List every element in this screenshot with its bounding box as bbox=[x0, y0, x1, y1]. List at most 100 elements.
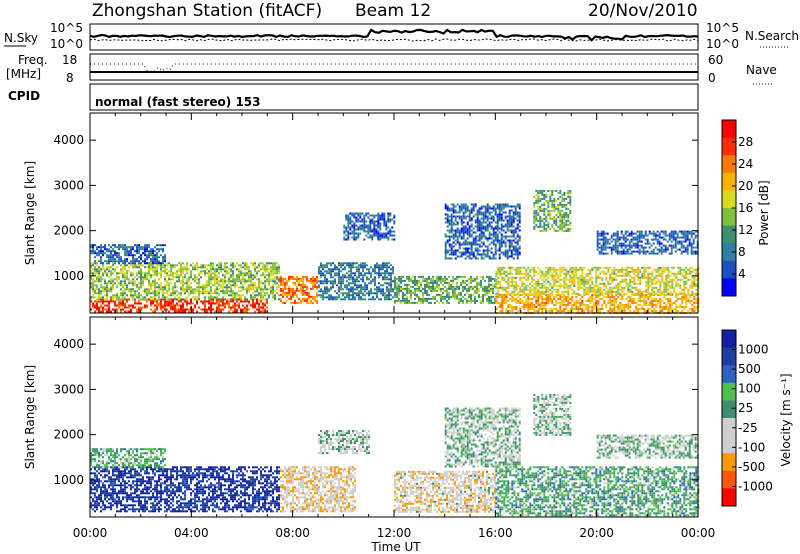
heatmap-cell bbox=[242, 272, 244, 275]
heatmap-cell bbox=[100, 252, 102, 255]
heatmap-cell bbox=[296, 287, 298, 290]
heatmap-cell bbox=[362, 264, 364, 267]
heatmap-cell bbox=[370, 274, 372, 277]
heatmap-cell bbox=[150, 252, 152, 255]
heatmap-cell bbox=[599, 272, 602, 275]
heatmap-cell bbox=[464, 253, 467, 256]
heatmap-cell bbox=[452, 249, 455, 252]
heatmap-cell bbox=[393, 222, 396, 225]
heatmap-cell bbox=[174, 306, 176, 309]
heatmap-cell bbox=[234, 306, 236, 309]
heatmap-cell bbox=[501, 266, 504, 269]
heatmap-cell bbox=[196, 290, 198, 293]
heatmap-cell bbox=[302, 297, 304, 300]
heatmap-cell bbox=[158, 286, 160, 289]
heatmap-cell bbox=[619, 306, 622, 308]
heatmap-cell bbox=[246, 268, 248, 271]
heatmap-cell bbox=[518, 247, 521, 250]
heatmap-cell bbox=[617, 304, 620, 306]
heatmap-cell bbox=[126, 288, 128, 291]
heatmap-cell bbox=[162, 266, 164, 269]
heatmap-cell bbox=[391, 234, 394, 237]
heatmap-cell bbox=[625, 274, 628, 277]
heatmap-cell bbox=[182, 282, 184, 285]
heatmap-cell bbox=[440, 289, 442, 292]
heatmap-cell bbox=[464, 209, 467, 212]
heatmap-cell bbox=[488, 205, 491, 208]
heatmap-cell bbox=[617, 288, 620, 291]
heatmap-cell bbox=[122, 292, 124, 295]
heatmap-cell bbox=[470, 235, 473, 238]
heatmap-cell bbox=[232, 290, 234, 293]
heatmap-cell bbox=[351, 232, 354, 235]
heatmap-cell bbox=[681, 306, 684, 308]
heatmap-cell bbox=[565, 296, 568, 298]
heatmap-cell bbox=[390, 264, 392, 267]
heatmap-cell bbox=[100, 290, 102, 293]
heatmap-cell bbox=[458, 293, 460, 296]
heatmap-cell bbox=[140, 264, 142, 267]
heatmap-cell bbox=[470, 251, 473, 254]
heatmap-cell bbox=[615, 310, 618, 312]
heatmap-cell bbox=[355, 228, 358, 231]
heatmap-cell bbox=[545, 278, 548, 281]
heatmap-cell bbox=[488, 211, 491, 214]
heatmap-cell bbox=[484, 245, 487, 248]
heatmap-cell bbox=[98, 266, 100, 269]
heatmap-cell bbox=[458, 299, 460, 302]
heatmap-cell bbox=[416, 301, 418, 304]
heatmap-cell bbox=[563, 304, 566, 306]
heatmap-cell bbox=[581, 268, 584, 271]
heatmap-cell bbox=[184, 300, 186, 303]
heatmap-cell bbox=[454, 219, 457, 222]
heatmap-cell bbox=[230, 300, 232, 303]
heatmap-cell bbox=[192, 296, 194, 299]
heatmap-cell bbox=[156, 244, 158, 247]
heatmap-cell bbox=[320, 276, 322, 279]
heatmap-cell bbox=[539, 292, 542, 295]
heatmap-cell bbox=[332, 276, 334, 279]
heatmap-cell bbox=[244, 288, 246, 291]
heatmap-cell bbox=[100, 270, 102, 273]
heatmap-cell bbox=[342, 276, 344, 279]
heatmap-cell bbox=[353, 224, 356, 227]
heatmap-cell bbox=[567, 290, 570, 293]
heatmap-cell bbox=[555, 274, 558, 277]
heatmap-cell bbox=[611, 272, 614, 275]
heatmap-cell bbox=[516, 219, 519, 222]
heatmap-cell bbox=[224, 304, 226, 307]
heatmap-cell bbox=[232, 278, 234, 281]
heatmap-cell bbox=[180, 286, 182, 289]
heatmap-cell bbox=[246, 280, 248, 283]
heatmap-cell bbox=[501, 272, 504, 275]
heatmap-cell bbox=[230, 262, 232, 265]
heatmap-cell bbox=[553, 298, 556, 300]
heatmap-cell bbox=[144, 272, 146, 275]
heatmap-cell bbox=[533, 282, 536, 285]
heatmap-cell bbox=[276, 270, 278, 273]
heatmap-cell bbox=[226, 286, 228, 289]
heatmap-cell bbox=[617, 308, 620, 310]
heatmap-cell bbox=[332, 282, 334, 285]
heatmap-cell bbox=[150, 284, 152, 287]
heatmap-cell bbox=[296, 279, 298, 282]
heatmap-cell bbox=[583, 288, 586, 291]
heatmap-cell bbox=[106, 292, 108, 295]
heatmap-cell bbox=[218, 294, 220, 297]
heatmap-cell bbox=[350, 288, 352, 291]
heatmap-cell bbox=[172, 292, 174, 295]
heatmap-cell bbox=[334, 272, 336, 275]
heatmap-cell bbox=[152, 274, 154, 277]
heatmap-cell bbox=[210, 294, 212, 297]
date-label: 20/Nov/2010 bbox=[588, 1, 698, 21]
heatmap-cell bbox=[354, 280, 356, 283]
heatmap-cell bbox=[396, 287, 398, 290]
heatmap-cell bbox=[396, 295, 398, 298]
heatmap-cell bbox=[480, 237, 483, 240]
heatmap-cell bbox=[232, 272, 234, 275]
heatmap-cell bbox=[98, 292, 100, 295]
heatmap-cell bbox=[96, 278, 98, 281]
heatmap-cell bbox=[168, 294, 170, 297]
heatmap-cell bbox=[426, 297, 428, 300]
heatmap-cell bbox=[549, 310, 552, 312]
